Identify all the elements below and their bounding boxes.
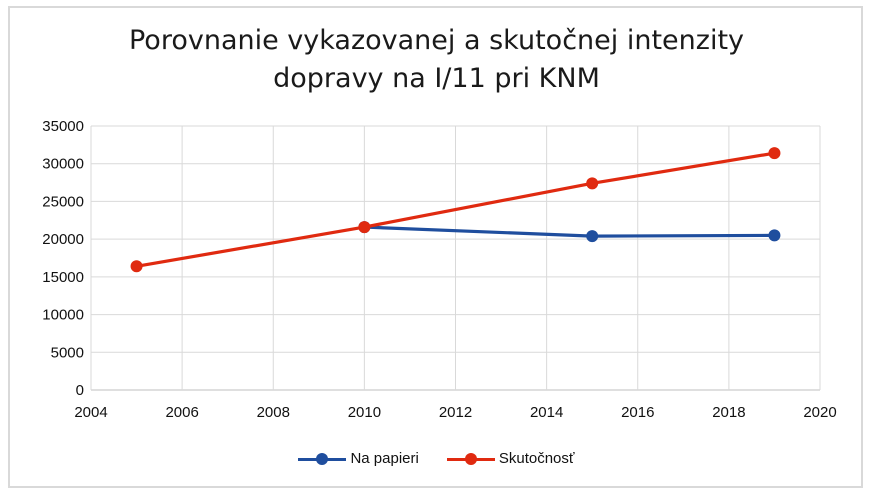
x-tick-label: 2006	[165, 404, 198, 421]
y-tick-label: 0	[76, 382, 84, 399]
legend-label-na-papieri: Na papieri	[350, 450, 419, 467]
series-line-1	[136, 151, 775, 268]
data-point-series-0	[586, 230, 599, 243]
data-point-series-0	[768, 229, 781, 242]
series-line-0	[364, 225, 775, 238]
chart-frame	[8, 6, 863, 488]
chart-title-line-2: dopravy na I/11 pri KNM	[273, 63, 600, 94]
y-tick-label: 5000	[51, 344, 84, 361]
legend-swatch-skutocnost	[446, 452, 495, 465]
y-tick-label: 35000	[42, 118, 84, 135]
x-tick-label: 2018	[712, 404, 745, 421]
y-tick-label: 15000	[42, 269, 84, 286]
data-point-series-1	[768, 147, 781, 160]
legend-item-skutocnost: Skutočnosť	[446, 450, 575, 467]
y-tick-label: 10000	[42, 307, 84, 324]
x-tick-label: 2014	[530, 404, 563, 421]
x-tick-label: 2004	[74, 404, 107, 421]
x-tick-label: 2016	[621, 404, 654, 421]
x-tick-label: 2020	[803, 404, 836, 421]
y-tick-label: 30000	[42, 156, 84, 173]
y-tick-label: 20000	[42, 231, 84, 248]
legend-label-skutocnost: Skutočnosť	[498, 450, 575, 467]
y-tick-label: 25000	[42, 193, 84, 210]
legend-item-na-papieri: Na papieri	[298, 450, 419, 467]
data-point-series-1	[358, 221, 371, 234]
x-tick-label: 2010	[348, 404, 381, 421]
legend-swatch-na-papieri	[298, 452, 347, 465]
legend: Na papieri Skutočnosť	[0, 450, 873, 467]
data-point-series-1	[130, 260, 143, 273]
chart-title: Porovnanie vykazovanej a skutočnej inten…	[0, 22, 873, 98]
x-tick-label: 2012	[439, 404, 472, 421]
chart-title-line-1: Porovnanie vykazovanej a skutočnej inten…	[128, 25, 745, 56]
data-point-series-1	[586, 177, 599, 190]
x-tick-label: 2008	[257, 404, 290, 421]
